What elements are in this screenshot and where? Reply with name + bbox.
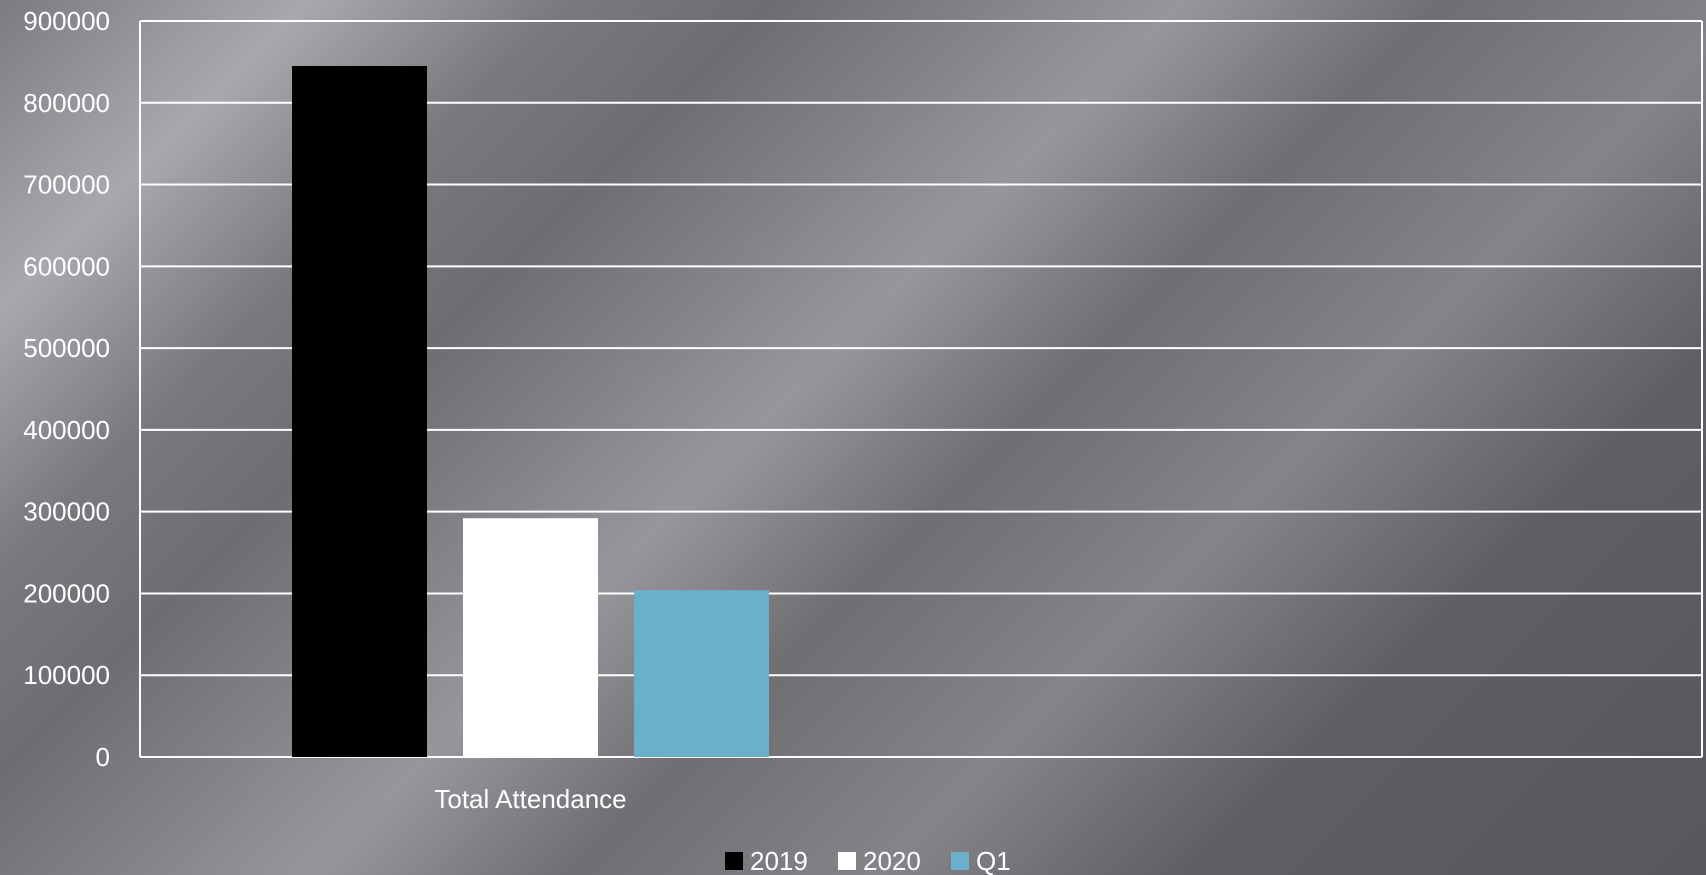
y-axis-tick-labels: 0 100000 200000 300000 400000 500000 600000 700… (23, 6, 110, 772)
legend: 2019 2020 Q1 (725, 846, 1011, 875)
legend-swatch-2019 (725, 852, 743, 870)
legend-label-2019: 2019 (750, 846, 808, 875)
legend-label-q1: Q1 (976, 846, 1011, 875)
y-tick-label: 100000 (23, 660, 110, 690)
y-tick-label: 600000 (23, 251, 110, 281)
legend-label-2020: 2020 (863, 846, 921, 875)
legend-swatch-2020 (838, 852, 856, 870)
y-tick-label: 800000 (23, 88, 110, 118)
bar-q1 (634, 590, 769, 757)
x-category-label: Total Attendance (434, 784, 626, 814)
legend-swatch-q1 (951, 852, 969, 870)
y-tick-label: 0 (96, 742, 110, 772)
y-tick-label: 300000 (23, 497, 110, 527)
bar-2019 (292, 65, 427, 757)
x-axis-category-labels: Total Attendance (434, 784, 626, 814)
bars (292, 65, 769, 757)
y-tick-label: 400000 (23, 415, 110, 445)
y-tick-label: 700000 (23, 170, 110, 200)
y-tick-label: 900000 (23, 6, 110, 36)
y-tick-label: 500000 (23, 333, 110, 363)
y-tick-label: 200000 (23, 578, 110, 608)
bar-2020 (463, 518, 598, 757)
